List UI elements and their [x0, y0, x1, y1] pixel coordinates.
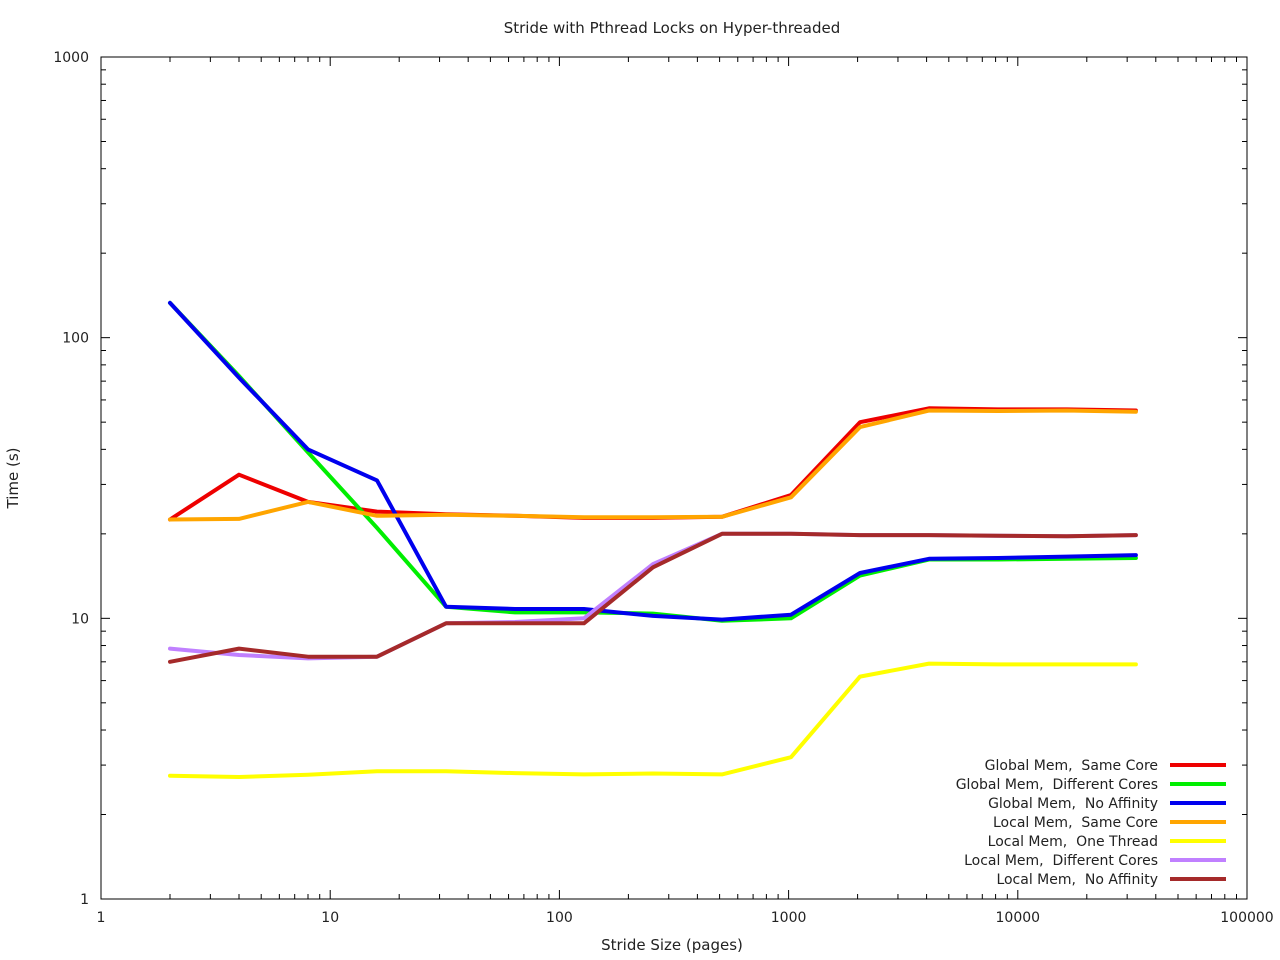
- legend-label: Local Mem, One Thread: [988, 834, 1158, 850]
- x-tick-label: 10000: [996, 910, 1041, 926]
- series-line-5: [168, 661, 1138, 779]
- x-axis: 1 10 100 1000 10000 100000: [97, 57, 1274, 926]
- x-tick-label: 100: [546, 910, 573, 926]
- series-lines: [168, 300, 1138, 779]
- legend-label: Global Mem, No Affinity: [988, 796, 1158, 812]
- legend-label: Local Mem, No Affinity: [996, 872, 1158, 888]
- series-line-2: [168, 300, 1138, 623]
- x-tick-label: 100000: [1220, 910, 1273, 926]
- y-tick-label: 1000: [53, 50, 89, 66]
- legend-label: Local Mem, Same Core: [993, 815, 1158, 831]
- legend: Global Mem, Same Core Global Mem, Differe…: [956, 758, 1226, 888]
- y-axis-label: Time (s): [4, 448, 22, 510]
- plot-area-border: [100, 56, 1248, 900]
- y-tick-label: 1: [80, 892, 89, 908]
- y-tick-label: 100: [62, 331, 89, 347]
- y-axis: 1 10 100 1000: [53, 50, 1247, 908]
- x-axis-label: Stride Size (pages): [601, 936, 743, 954]
- x-tick-label: 1000: [771, 910, 807, 926]
- x-tick-label: 1: [97, 910, 106, 926]
- series-line-3: [168, 300, 1138, 622]
- x-tick-label: 10: [321, 910, 339, 926]
- series-line-4: [168, 408, 1138, 522]
- series-line-6: [168, 531, 1138, 661]
- legend-label: Global Mem, Different Cores: [956, 777, 1158, 793]
- legend-label: Global Mem, Same Core: [985, 758, 1158, 774]
- chart-title: Stride with Pthread Locks on Hyper-threa…: [504, 19, 841, 37]
- legend-label: Local Mem, Different Cores: [964, 853, 1158, 869]
- y-tick-label: 10: [71, 611, 89, 627]
- series-line-7: [168, 531, 1138, 664]
